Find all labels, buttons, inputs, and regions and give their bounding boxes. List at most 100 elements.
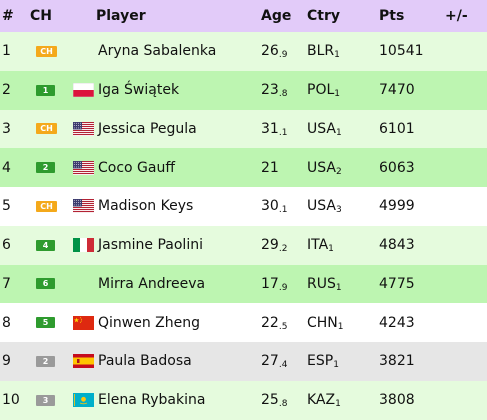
age-cell: 26.9 xyxy=(261,32,307,71)
points-cell: 10541 xyxy=(379,43,424,60)
country-rank: 3 xyxy=(335,205,342,216)
age-value: 29 xyxy=(261,237,279,254)
player-header[interactable]: Player xyxy=(96,8,146,24)
italy-flag-icon xyxy=(73,238,94,253)
table-row[interactable]: 8 5 Qinwen Zheng 22.5 CHN1 4243 xyxy=(0,303,487,342)
player-cell: Mirra Andreeva xyxy=(66,265,261,304)
age-value: 31 xyxy=(261,120,279,137)
points-cell: 3808 xyxy=(379,392,415,409)
player-name[interactable]: Paula Badosa xyxy=(98,353,192,370)
country-code: RUS xyxy=(307,275,336,292)
change-cell xyxy=(445,71,487,110)
country-cell: CHN1 xyxy=(307,303,379,342)
country-rank: 1 xyxy=(334,89,340,100)
country-code: CHN xyxy=(307,314,338,331)
age-value: 17 xyxy=(261,275,279,292)
points-cell: 3821 xyxy=(379,353,415,370)
table-row[interactable]: 2 1 Iga Świątek 23.8 POL1 7470 xyxy=(0,70,487,110)
player-name[interactable]: Qinwen Zheng xyxy=(98,314,201,331)
table-row[interactable]: 6 4 Jasmine Paolini 29.2 ITA1 4843 xyxy=(0,225,487,265)
change-header[interactable]: +/- xyxy=(445,8,468,24)
table-row[interactable]: 4 2 Coco Gauff 21 USA2 6063 xyxy=(0,148,487,187)
points-header[interactable]: Pts xyxy=(379,8,405,24)
age-value: 23 xyxy=(261,82,279,99)
country-cell: RUS1 xyxy=(307,265,379,304)
poland-flag-icon xyxy=(72,82,95,98)
career-high-badge: 4 xyxy=(36,239,55,251)
change-cell xyxy=(445,148,487,187)
player-cell: Elena Rybakina xyxy=(66,381,261,420)
age-decimal: .1 xyxy=(278,127,288,138)
points-cell: 4843 xyxy=(379,237,415,254)
age-decimal: .9 xyxy=(278,50,288,61)
player-name[interactable]: Jessica Pegula xyxy=(98,120,197,137)
country-code: ITA xyxy=(307,237,329,254)
rank-cell: 10 xyxy=(2,392,20,409)
ch-cell: 2 xyxy=(30,148,66,187)
country-rank: 1 xyxy=(328,244,334,255)
player-name[interactable]: Elena Rybakina xyxy=(98,392,206,409)
age-cell: 29.2 xyxy=(261,226,307,265)
country-cell: POL1 xyxy=(307,71,379,110)
table-row[interactable]: 3 CH Jessica Pegula 31.1 USA1 6101 xyxy=(0,109,487,149)
ch-cell: 3 xyxy=(30,381,66,420)
player-name[interactable]: Madison Keys xyxy=(98,198,194,215)
player-name[interactable]: Mirra Andreeva xyxy=(98,275,206,292)
country-cell: ITA1 xyxy=(307,226,379,265)
rank-cell: 8 xyxy=(2,314,11,331)
ch-cell: CH xyxy=(30,32,66,71)
country-header[interactable]: Ctry xyxy=(307,8,340,24)
table-row[interactable]: 7 6 Mirra Andreeva 17.9 RUS1 4775 xyxy=(0,264,487,304)
country-code: BLR xyxy=(307,43,335,60)
ch-cell: 2 xyxy=(30,342,66,381)
age-cell: 23.8 xyxy=(261,71,307,110)
change-cell xyxy=(445,32,487,71)
country-cell: USA2 xyxy=(307,148,379,187)
change-cell xyxy=(445,381,487,420)
player-name[interactable]: Coco Gauff xyxy=(98,159,175,176)
age-decimal: .8 xyxy=(278,399,288,410)
table-row[interactable]: 9 2 Paula Badosa 27.4 ESP1 3821 xyxy=(0,342,487,381)
change-cell xyxy=(445,265,487,304)
country-rank: 1 xyxy=(335,282,342,293)
career-high-badge: CH xyxy=(36,45,57,57)
usa-flag-icon xyxy=(73,199,94,214)
rank-cell: 6 xyxy=(2,237,11,254)
age-cell: 21 xyxy=(261,148,307,187)
player-name[interactable]: Iga Świątek xyxy=(98,82,180,99)
player-cell: Madison Keys xyxy=(66,187,261,226)
points-cell: 6063 xyxy=(379,159,415,176)
table-header-row: # CH Player Age Ctry Pts +/- xyxy=(0,0,487,32)
player-cell: Coco Gauff xyxy=(66,148,261,187)
rank-cell: 9 xyxy=(2,353,11,370)
rank-cell: 2 xyxy=(2,82,11,99)
player-cell: Qinwen Zheng xyxy=(66,303,261,342)
china-flag-icon xyxy=(73,315,94,330)
country-rank: 1 xyxy=(335,399,341,410)
country-code: ESP xyxy=(307,353,334,370)
career-high-badge: 1 xyxy=(36,84,55,96)
country-rank: 1 xyxy=(337,321,344,332)
change-cell xyxy=(445,110,487,149)
age-header[interactable]: Age xyxy=(261,8,292,24)
country-cell: USA3 xyxy=(307,187,379,226)
table-row[interactable]: 10 3 Elena Rybakina 25.8 KAZ1 3808 xyxy=(0,380,487,420)
career-high-badge: 6 xyxy=(36,278,55,290)
player-name[interactable]: Jasmine Paolini xyxy=(98,237,203,254)
points-cell: 4775 xyxy=(379,275,415,292)
table-row[interactable]: 5 CH Madison Keys 30.1 USA3 4999 xyxy=(0,187,487,226)
ch-cell: CH xyxy=(30,110,66,149)
spain-flag-icon xyxy=(73,354,94,369)
country-code: USA xyxy=(307,198,336,215)
table-row[interactable]: 1 CH Aryna Sabalenka 26.9 BLR1 10541 xyxy=(0,32,487,71)
player-name[interactable]: Aryna Sabalenka xyxy=(98,43,217,60)
rank-header[interactable]: # xyxy=(2,8,14,24)
ch-header[interactable]: CH xyxy=(30,8,52,24)
change-cell xyxy=(445,226,487,265)
rank-cell: 5 xyxy=(2,198,11,215)
player-cell: Jessica Pegula xyxy=(66,110,261,149)
age-value: 25 xyxy=(261,392,279,409)
age-value: 21 xyxy=(261,159,279,176)
age-value: 30 xyxy=(261,198,279,215)
age-decimal: .1 xyxy=(278,205,288,216)
